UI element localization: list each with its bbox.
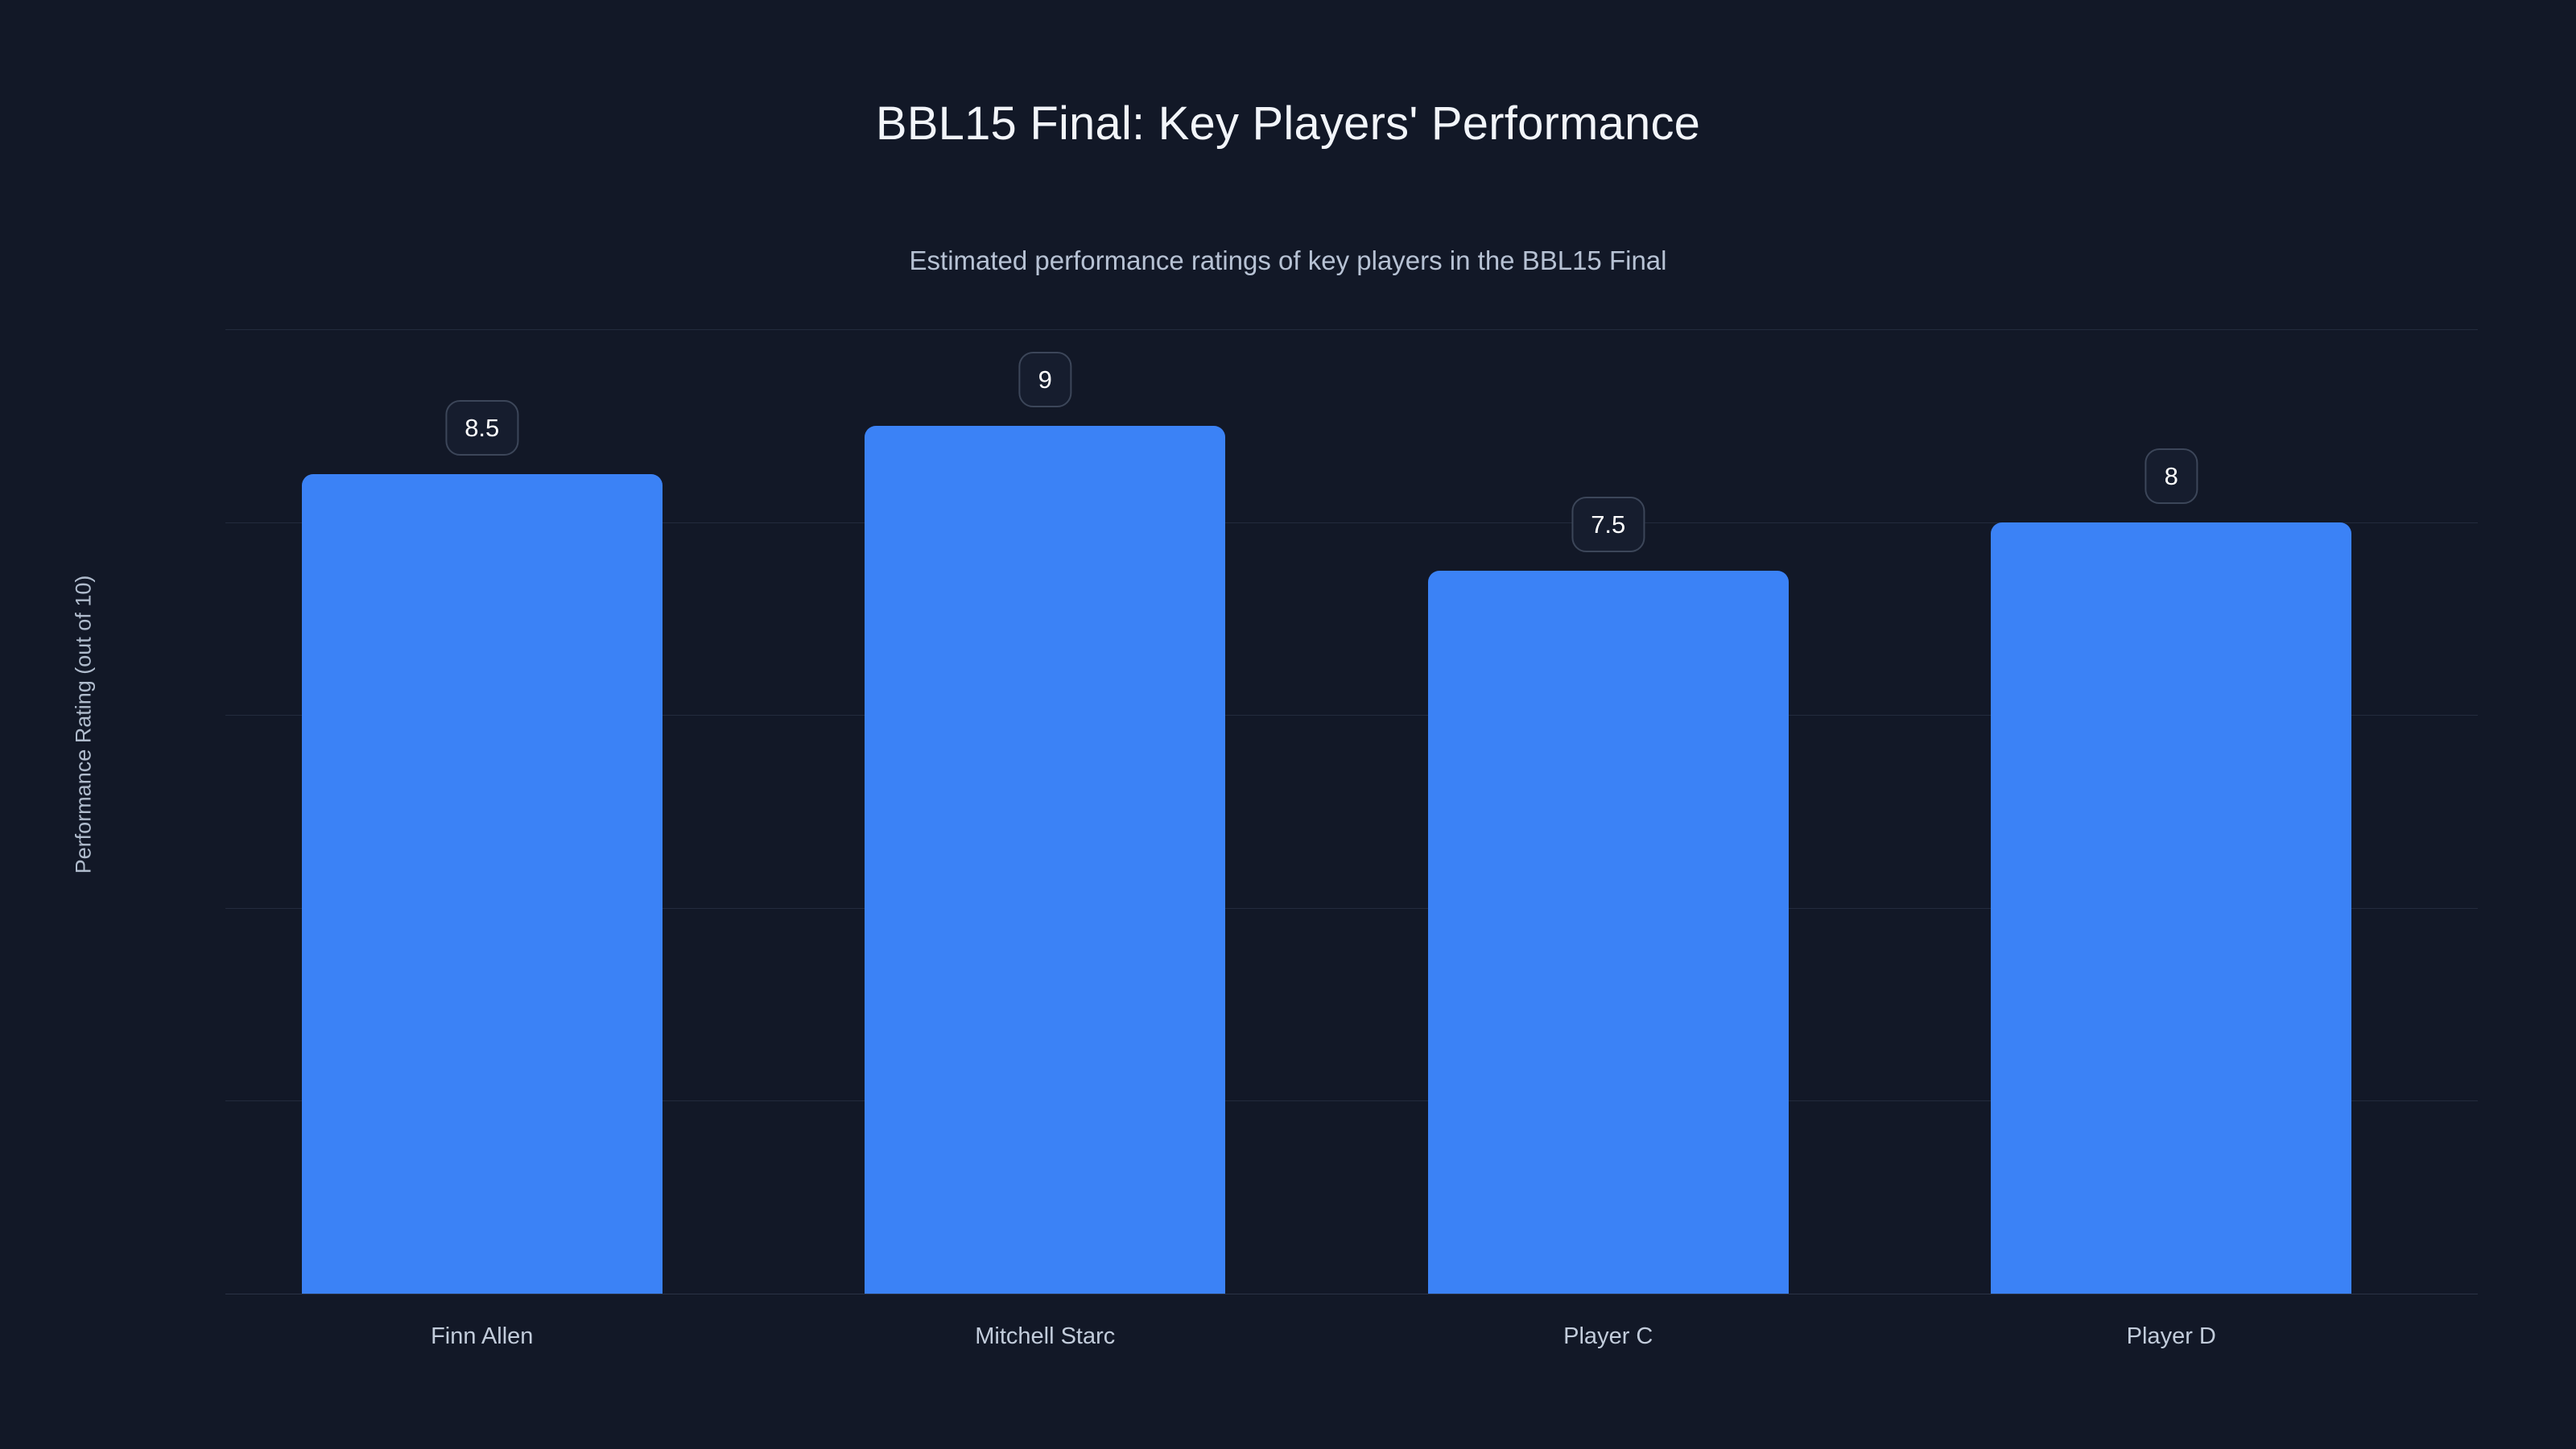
bar-value-badge: 8 (2145, 448, 2198, 504)
gridline (225, 329, 2478, 330)
bar[interactable] (1991, 522, 2352, 1294)
chart-title: BBL15 Final: Key Players' Performance (875, 97, 1701, 150)
bar[interactable] (1427, 570, 1789, 1294)
gridline (225, 1100, 2478, 1102)
gridline (225, 522, 2478, 523)
bar-value-badge: 7.5 (1571, 496, 1645, 552)
x-tick-label: Finn Allen (431, 1323, 534, 1349)
y-axis-title: Performance Rating (out of 10) (71, 575, 96, 874)
plot-area: 0246810 (225, 329, 2478, 1294)
gridline (225, 715, 2478, 716)
chart-subtitle: Estimated performance ratings of key pla… (909, 246, 1667, 275)
bar[interactable] (301, 473, 663, 1294)
gridline (225, 907, 2478, 909)
bar-value-badge: 9 (1018, 351, 1071, 407)
x-tick-label: Player D (2126, 1323, 2216, 1349)
bar[interactable] (865, 425, 1226, 1294)
x-tick-label: Player C (1563, 1323, 1653, 1349)
bar-value-badge: 8.5 (445, 399, 519, 456)
x-tick-label: Mitchell Starc (975, 1323, 1116, 1349)
